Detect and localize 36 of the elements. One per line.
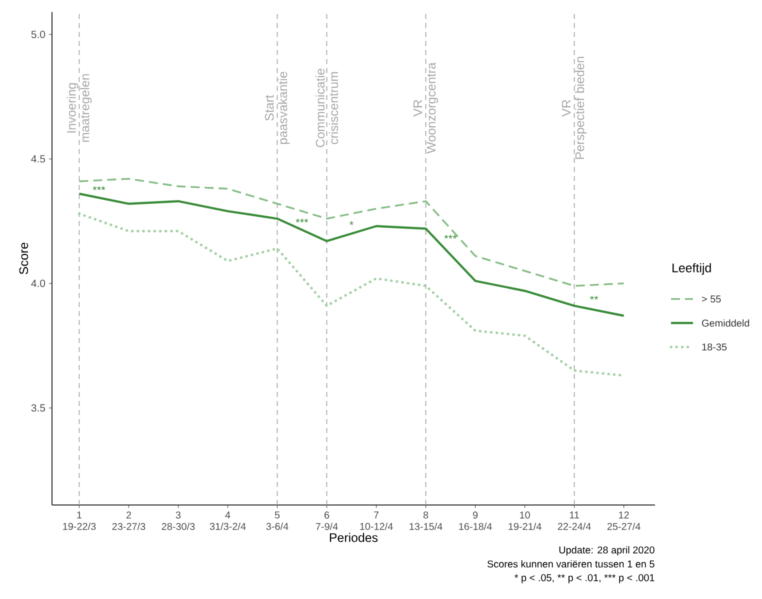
legend-label: 18-35 — [702, 343, 727, 351]
ref-line-label: VR Woonzorgcentra — [413, 62, 438, 154]
annotation: ** — [590, 296, 598, 300]
ref-line-label: Invoering maatregelen — [66, 74, 92, 142]
ref-line-label: Communicatie crisiscentrum — [315, 68, 338, 148]
text: * p < .05, ** p < .01, *** p < .001 — [514, 574, 654, 584]
x-tick-label: 8 13-15/4 — [410, 512, 442, 530]
text: Update: 28 april 2020 — [559, 546, 654, 556]
ref-line-label: VR Perspectief bieden — [562, 56, 587, 159]
legend-title: Leeftijd — [672, 263, 711, 275]
x-tick-label: 3 28-30/3 — [162, 512, 195, 530]
legend-label: Gemiddeld — [702, 319, 750, 327]
x-axis-title: Periodes — [330, 532, 378, 542]
ref-line-label: Start paasvakantie — [264, 72, 290, 144]
x-tick-label: 10 19-21/4 — [508, 512, 542, 530]
x-tick-label: 2 23-27/3 — [112, 512, 146, 530]
y-tick-label: 5.0 — [31, 30, 46, 38]
line-series — [78, 192, 625, 317]
annotation: * — [350, 221, 354, 225]
x-tick-label: 9 16-18/4 — [459, 512, 492, 530]
y-tick-label: 4.0 — [31, 280, 46, 288]
y-axis-title: Score — [19, 242, 28, 274]
x-tick-label: 4 31/3-2/4 — [210, 512, 246, 530]
annotation: *** — [444, 234, 457, 239]
annotation: *** — [296, 218, 308, 222]
legend-label: > 55 — [702, 296, 721, 302]
x-tick-label: 5 3-6/4 — [266, 512, 288, 530]
y-tick-label: 3.5 — [31, 404, 46, 412]
annotation: *** — [92, 186, 106, 190]
x-tick-label: 11 22-24/4 — [558, 512, 591, 530]
x-tick-label: 7 10-12/4 — [360, 512, 393, 530]
x-tick-label: 1 19-22/3 — [63, 512, 96, 530]
x-tick-label: 12 25-27/4 — [607, 512, 640, 530]
x-tick-label: 6 7-9/4 — [316, 512, 338, 530]
text: Scores kunnen variëren tussen 1 en 5 — [487, 560, 654, 568]
y-tick-label: 4.5 — [31, 155, 46, 163]
